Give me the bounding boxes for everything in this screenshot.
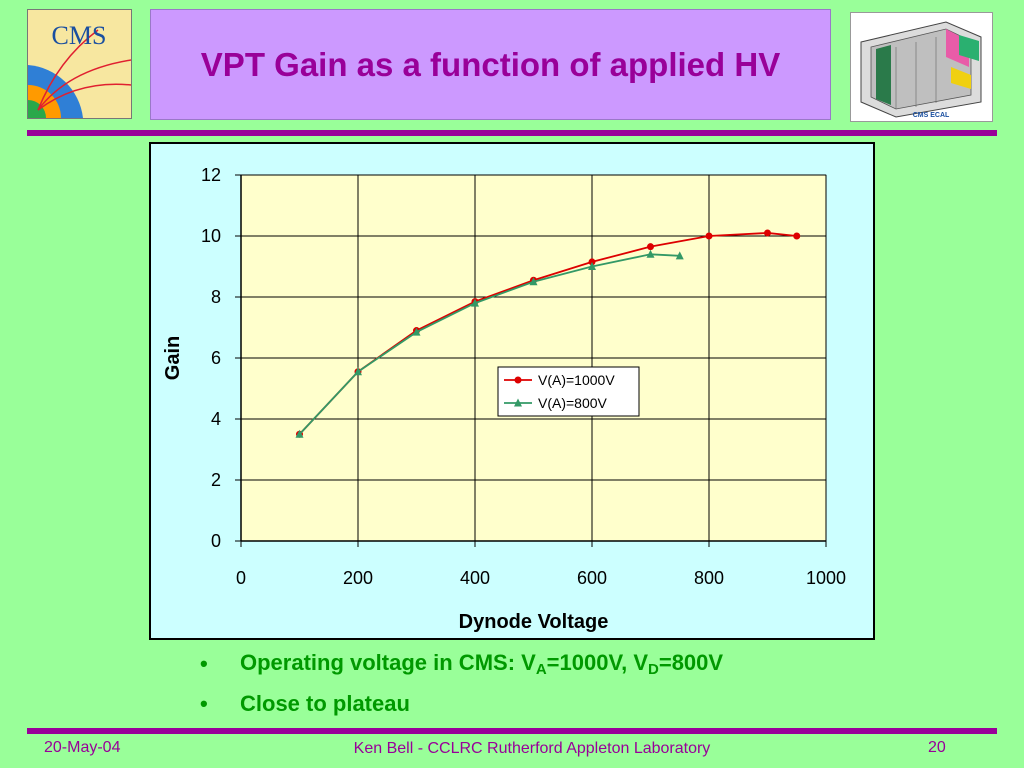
- x-tick-label: 600: [577, 568, 607, 588]
- data-point-triangle: [471, 298, 479, 307]
- y-tick-label: 2: [211, 470, 221, 490]
- x-tick-label: 200: [343, 568, 373, 588]
- data-point-triangle: [588, 262, 596, 270]
- bullet-subscript: D: [648, 661, 659, 678]
- bullet-dot-icon: •: [200, 691, 208, 716]
- slide-title: VPT Gain as a function of applied HV: [200, 45, 781, 83]
- bullet-dot-icon: •: [200, 651, 208, 676]
- title-box: VPT Gain as a function of applied HV: [150, 9, 831, 120]
- footer-date: 20-May-04: [44, 739, 121, 756]
- data-point-circle: [764, 229, 771, 237]
- legend: V(A)=1000V V(A)=800V: [497, 366, 640, 417]
- legend-entry-label: V(A)=800V: [538, 395, 608, 411]
- legend-box: [497, 366, 640, 417]
- bullet-item: • Close to plateau: [200, 688, 410, 720]
- cms-logo-text: CMS: [52, 21, 107, 50]
- y-tick-label: 6: [211, 348, 221, 368]
- series-line-group: [295, 249, 684, 438]
- data-point-circle: [647, 243, 654, 251]
- data-point-circle: [793, 232, 801, 240]
- x-tick-label: 400: [460, 568, 490, 588]
- y-tick-label: 0: [211, 531, 221, 551]
- series-layer: [295, 229, 801, 438]
- data-point-triangle: [646, 249, 655, 258]
- x-tick-label: 800: [694, 568, 724, 588]
- data-point-circle: [588, 258, 596, 266]
- data-point-triangle: [354, 367, 362, 376]
- data-point-triangle: [514, 398, 522, 407]
- bullet-text-part: Close to plateau: [240, 691, 410, 716]
- footer-page-number: 20: [928, 739, 946, 756]
- bullet-text-part: Operating voltage in CMS: V: [240, 650, 536, 675]
- data-point-triangle: [529, 277, 538, 286]
- ecal-logo-text: CMS ECAL: [913, 112, 950, 119]
- y-tick-label: 8: [211, 287, 221, 307]
- bullet-text-part: =800V: [658, 650, 724, 675]
- data-point-triangle: [412, 327, 421, 336]
- bullet-text-part: =1000V, V: [546, 650, 648, 675]
- legend-entry-label: V(A)=1000V: [538, 372, 615, 388]
- y-tick-label: 4: [211, 409, 221, 429]
- data-point-circle: [514, 376, 522, 384]
- data-point-triangle: [675, 251, 684, 260]
- x-tick-label: 0: [236, 568, 246, 588]
- series-line: [298, 253, 680, 435]
- footer-author: Ken Bell - CCLRC Rutherford Appleton Lab…: [353, 740, 711, 757]
- y-axis-title: Gain: [162, 336, 184, 380]
- cms-ecal-logo: CMS ECAL: [850, 12, 993, 122]
- top-divider: [27, 130, 997, 136]
- cms-logo: CMS: [27, 9, 132, 119]
- y-tick-label: 12: [201, 165, 221, 185]
- data-point-triangle: [295, 429, 304, 438]
- bullet-subscript: A: [535, 661, 547, 678]
- chart: 0 200 400 600 800 1000 0 2 4 6 8 10 12 Dynode Voltag…: [162, 165, 846, 633]
- bullet-item: • Operating voltage in CMS: VA=1000V, VD=…: [200, 648, 723, 680]
- bullet-text: Operating voltage in CMS: VA=1000V, VD=8…: [240, 650, 723, 678]
- x-tick-label: 1000: [806, 568, 846, 588]
- bottom-divider: [27, 728, 997, 734]
- y-tick-label: 10: [201, 226, 221, 246]
- x-axis-title: Dynode Voltage: [459, 611, 609, 633]
- data-point-circle: [705, 232, 713, 240]
- axes: 0 200 400 600 800 1000 0 2 4 6 8 10 12: [201, 165, 846, 588]
- bullet-text: Close to plateau: [240, 691, 410, 717]
